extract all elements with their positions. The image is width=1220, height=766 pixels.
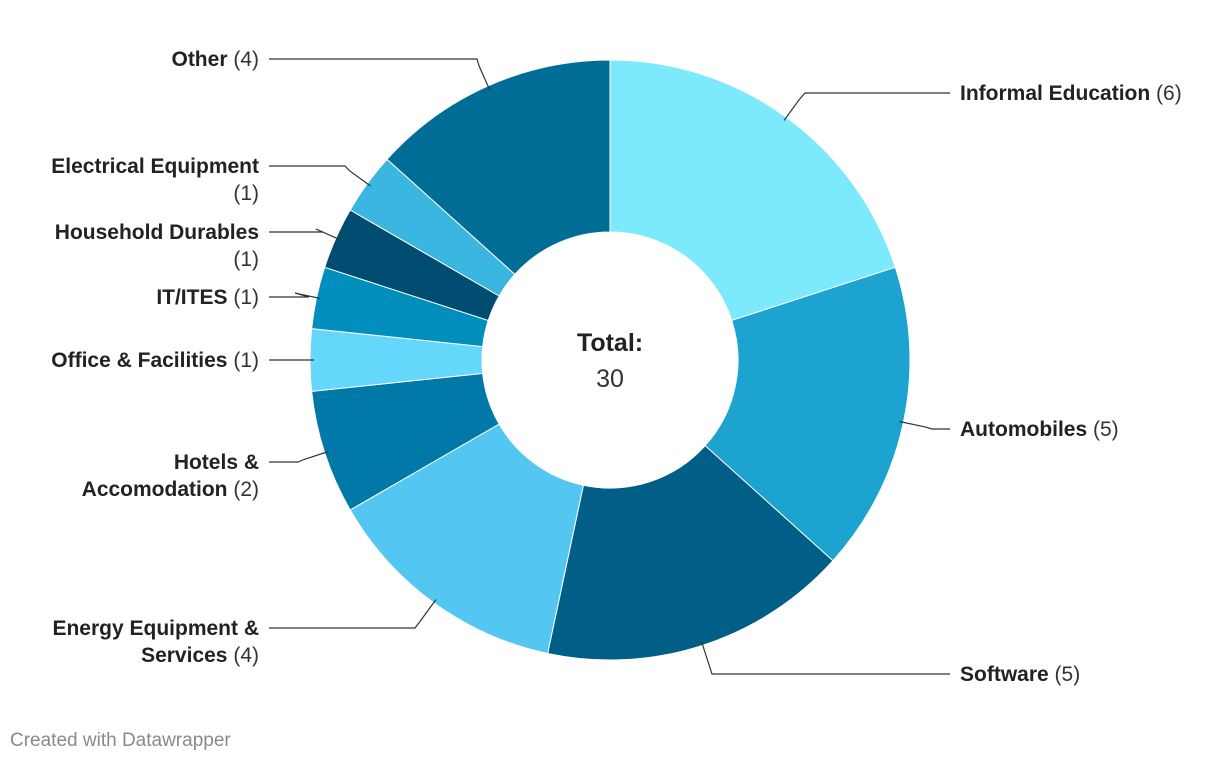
label-name: Services: [141, 644, 227, 667]
label-count: (1): [228, 349, 260, 372]
leader-line-energy-equipment-and-services: [269, 599, 437, 629]
label-count: (4): [228, 644, 260, 667]
label-office-and-facilities: Office & Facilities (1): [51, 349, 259, 372]
label-household-durables: Household Durables (1): [55, 221, 259, 271]
label-count: (1): [233, 182, 259, 205]
slice-informal-education: [609, 59, 896, 322]
leader-line-other: [269, 58, 491, 90]
label-name: Other: [171, 48, 227, 71]
label-energy-equipment-and-services: Energy Equipment & Services (4): [52, 617, 259, 667]
label-name: Household Durables: [55, 221, 259, 244]
slice-labels-group: Informal Education (6)Automobiles (5)Sof…: [51, 48, 1181, 686]
leader-line-it-ites: [269, 292, 321, 300]
label-name: Energy Equipment &: [52, 617, 259, 640]
label-electrical-equipment: Electrical Equipment (1): [51, 155, 259, 205]
slices-group: [309, 59, 911, 661]
label-name: Office & Facilities: [51, 349, 227, 372]
label-other: Other (4): [171, 48, 259, 71]
total-value: 30: [596, 365, 624, 393]
label-it-ites: IT/ITES (1): [156, 286, 259, 309]
slice-software: [547, 444, 834, 661]
label-count: (5): [1087, 418, 1119, 441]
label-name: Automobiles: [960, 418, 1087, 441]
label-informal-education: Informal Education (6): [960, 82, 1182, 105]
label-count: (2): [228, 478, 260, 501]
label-count: (1): [233, 248, 259, 271]
slice-other: [386, 59, 611, 276]
leader-line-electrical-equipment: [269, 165, 371, 187]
label-software: Software (5): [960, 663, 1080, 686]
label-name: IT/ITES: [156, 286, 227, 309]
slice-energy-equipment-and-services: [349, 423, 584, 655]
label-automobiles: Automobiles (5): [960, 418, 1119, 441]
label-hotels-and-accomodation: Hotels & Accomodation (2): [82, 451, 259, 501]
total-title: Total:: [577, 329, 643, 357]
label-count: (1): [228, 286, 260, 309]
label-count: (6): [1150, 82, 1182, 105]
label-name: Electrical Equipment: [51, 155, 259, 178]
label-name: Hotels &: [174, 451, 259, 474]
label-name: Informal Education: [960, 82, 1150, 105]
slice-automobiles: [704, 266, 911, 562]
label-name: Software: [960, 663, 1049, 686]
leader-line-software: [700, 641, 950, 675]
leader-lines-group: [269, 58, 950, 675]
datawrapper-credit: Created with Datawrapper: [10, 730, 231, 751]
label-name: Accomodation: [82, 478, 228, 501]
leader-line-automobiles: [899, 420, 950, 430]
leader-line-informal-education: [783, 92, 950, 121]
label-count: (4): [228, 48, 260, 71]
label-count: (5): [1049, 663, 1081, 686]
leader-line-household-durables: [269, 228, 340, 241]
leader-line-hotels-and-accomodation: [269, 450, 329, 463]
